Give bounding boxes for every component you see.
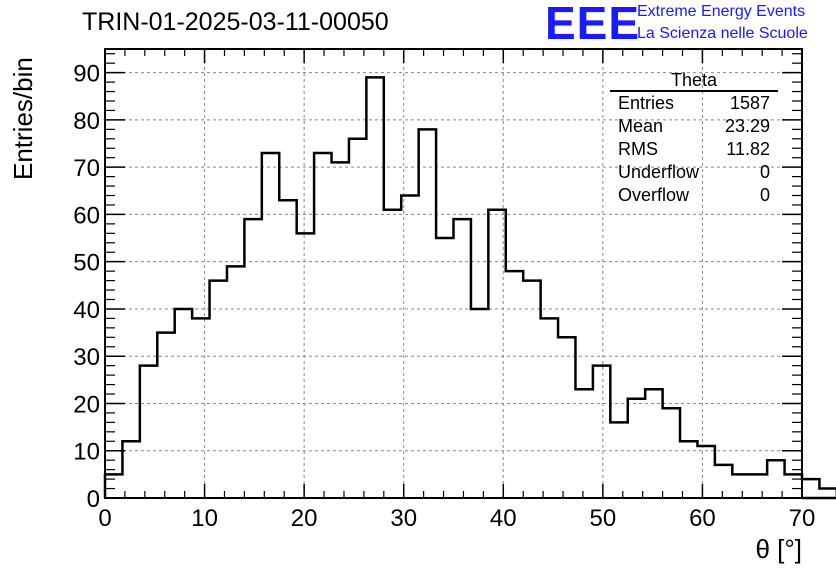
- histogram-bin: [593, 366, 610, 498]
- histogram-bin: [122, 441, 139, 498]
- x-tick-label: 0: [98, 505, 111, 532]
- stats-label: RMS: [618, 139, 658, 159]
- histogram-bin: [697, 446, 714, 498]
- histogram-bin: [314, 153, 331, 498]
- histogram-bin: [454, 219, 471, 498]
- y-tick-label: 10: [73, 439, 100, 466]
- stats-label: Overflow: [618, 185, 690, 205]
- histogram-bin: [279, 200, 296, 498]
- stats-title: Theta: [610, 70, 778, 92]
- histogram-bin: [140, 366, 157, 498]
- x-tick-label: 10: [191, 505, 218, 532]
- histogram-bin: [767, 460, 784, 498]
- histogram-bin: [384, 210, 401, 498]
- histogram-bin: [401, 196, 418, 498]
- histogram-bin: [175, 309, 192, 498]
- stats-value: 23.29: [724, 116, 770, 136]
- y-tick-label: 20: [73, 391, 100, 418]
- histogram-bin: [610, 422, 627, 498]
- stats-row: Overflow 0: [610, 184, 778, 207]
- stats-row: Underflow 0: [610, 161, 778, 184]
- stats-box: Theta Entries 1587 Mean 23.29 RMS 11.82 Underf…: [610, 70, 778, 207]
- stats-label: Underflow: [618, 162, 700, 182]
- grid-lines: [105, 49, 802, 498]
- x-tick-label: 50: [590, 505, 617, 532]
- stats-row: RMS 11.82: [610, 138, 778, 161]
- y-tick-label: 40: [73, 297, 100, 324]
- stats-value: 0: [759, 185, 770, 205]
- stats-label: Mean: [618, 116, 664, 136]
- stats-value: 0: [759, 162, 770, 182]
- histogram-bin: [297, 233, 314, 498]
- histogram-bin: [785, 474, 802, 498]
- histogram-bin: [366, 77, 383, 498]
- x-axis-label: θ [°]: [755, 534, 802, 564]
- logo-line-2: La Scienza nelle Scuole: [637, 25, 808, 42]
- x-tick-label: 20: [291, 505, 318, 532]
- y-tick-label: 60: [73, 202, 100, 229]
- chart-title: TRIN-01-2025-03-11-00050: [82, 8, 389, 36]
- histogram-bin: [680, 441, 697, 498]
- histogram-bin: [210, 281, 227, 498]
- y-tick-label: 0: [87, 486, 100, 513]
- histogram-bin: [419, 129, 436, 498]
- histogram-bin: [192, 318, 209, 498]
- plot-frame: [104, 48, 803, 499]
- histogram-bin: [645, 389, 662, 498]
- histogram-bin: [541, 318, 558, 498]
- stats-value: 1587: [729, 93, 770, 113]
- x-tick-label: 30: [390, 505, 417, 532]
- histogram-bin: [663, 408, 680, 498]
- x-tick-label: 40: [490, 505, 517, 532]
- histogram-bin: [332, 162, 349, 498]
- logo-line-1: Extreme Energy Events: [637, 3, 806, 20]
- histogram-bin: [715, 465, 732, 498]
- histogram-bin: [488, 210, 505, 498]
- histogram-bin: [523, 281, 540, 498]
- histogram-bin: [349, 139, 366, 498]
- histogram-bin: [157, 333, 174, 498]
- histogram-bin: [558, 337, 575, 498]
- histogram-bin: [227, 266, 244, 498]
- stats-value: 11.82: [726, 139, 770, 159]
- y-tick-label: 30: [73, 344, 100, 371]
- histogram-bin: [628, 399, 645, 498]
- histogram-bin: [471, 309, 488, 498]
- eee-logo: EEE: [545, 0, 641, 49]
- histogram-bin: [105, 474, 122, 498]
- histogram-bin: [436, 238, 453, 498]
- stats-row: Entries 1587: [610, 92, 778, 115]
- histogram-bin: [575, 389, 592, 498]
- histogram-bin: [506, 271, 523, 498]
- stats-label: Entries: [618, 93, 675, 113]
- y-tick-label: 80: [73, 108, 100, 135]
- x-tick-label: 60: [689, 505, 716, 532]
- stats-row: Mean 23.29: [610, 115, 778, 138]
- histogram-bin: [802, 479, 819, 498]
- histogram-bin: [244, 219, 261, 498]
- y-tick-label: 50: [73, 250, 100, 277]
- histogram-bin: [262, 153, 279, 498]
- x-tick-label: 70: [789, 505, 816, 532]
- axis-ticks: 0 10 20 30 40 50 60 70 0 10 20 30 40 50 60 70 80 90: [73, 49, 815, 532]
- histogram-bin: [750, 474, 767, 498]
- y-tick-label: 70: [73, 155, 100, 182]
- histogram-bin: [732, 474, 749, 498]
- y-tick-label: 90: [73, 61, 100, 88]
- histogram-bin: [819, 489, 836, 498]
